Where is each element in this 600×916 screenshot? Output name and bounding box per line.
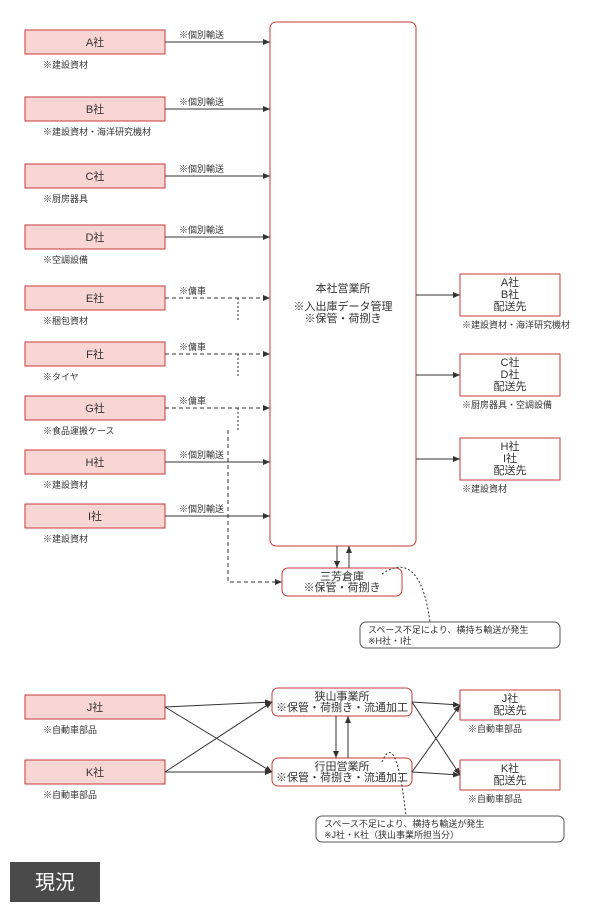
cross: [165, 702, 272, 707]
dest-line: C社: [501, 355, 520, 369]
supplier-label: H社: [86, 455, 105, 469]
supplier-label: A社: [86, 35, 104, 49]
lower-center-sub: ※保管・荷捌き・流通加工: [276, 770, 408, 784]
dest-line: D社: [501, 367, 520, 381]
note2-l2: ※J社・K社（狭山事業所担当分）: [324, 829, 459, 840]
lower-dest-line: 配送先: [494, 703, 527, 717]
cross: [412, 705, 460, 772]
supplier-sub: ※建設資材: [43, 533, 88, 544]
note2-l1: スペース不足により、横持ち輸送が発生: [324, 818, 484, 829]
lower-supplier-label: J社: [87, 700, 104, 714]
dest-line: B社: [501, 287, 519, 301]
main-office-title: 本社営業所: [316, 281, 371, 295]
supplier-label: E社: [86, 291, 104, 305]
dest-sub: ※建設資材・海洋研究機材: [462, 319, 570, 330]
warehouse-sub: ※保管・荷捌き: [304, 580, 381, 594]
status-label: 現況: [35, 871, 75, 894]
lower-supplier-sub: ※自動車部品: [43, 724, 97, 735]
edge-label: ※個別輸送: [179, 163, 224, 174]
dest-line: A社: [501, 275, 519, 289]
edge-label: ※傭車: [179, 341, 206, 352]
supplier-label: D社: [86, 230, 105, 244]
edge-label: ※個別輸送: [179, 96, 224, 107]
supplier-sub: ※建設資材: [43, 59, 88, 70]
supplier-sub: ※タイヤ: [43, 372, 79, 382]
note1-l1: スペース不足により、横持ち輸送が発生: [368, 624, 528, 635]
edge-label: ※傭車: [179, 395, 206, 406]
supplier-sub: ※建設資材: [43, 479, 88, 490]
lower-supplier-label: K社: [86, 765, 104, 779]
dest-sub: ※建設資材: [462, 483, 507, 494]
dest-line: I社: [503, 451, 517, 465]
dest-line: 配送先: [494, 379, 527, 393]
supplier-sub: ※空調設備: [43, 254, 88, 265]
edge-label: ※個別輸送: [179, 503, 224, 514]
lower-supplier-sub: ※自動車部品: [43, 789, 97, 800]
edge-label: ※個別輸送: [179, 29, 224, 40]
dest-line: H社: [501, 439, 520, 453]
supplier-sub: ※食品運搬ケース: [43, 425, 115, 436]
warehouse-title: 三芳倉庫: [320, 569, 364, 583]
cross: [165, 702, 272, 772]
cross: [165, 707, 272, 772]
lower-center-sub: ※保管・荷捌き・流通加工: [276, 700, 408, 714]
dest-line: 配送先: [494, 463, 527, 477]
dest-line: 配送先: [494, 299, 527, 313]
main-office-sub1: ※入出庫データ管理: [294, 299, 393, 313]
lower-dest-sub: ※自動車部品: [468, 723, 522, 734]
supplier-label: F社: [86, 347, 104, 361]
cross: [412, 702, 460, 705]
supplier-label: G社: [85, 401, 105, 415]
main-office-sub2: ※保管・荷捌き: [305, 311, 382, 325]
edge-label: ※個別輸送: [179, 449, 224, 460]
lower-dest-sub: ※自動車部品: [468, 793, 522, 804]
dest-sub: ※厨房器具・空調設備: [462, 399, 552, 410]
supplier-label: B社: [86, 102, 104, 116]
note1-l2: ※H社・I社: [368, 635, 412, 646]
lower-center-title: 行田営業所: [315, 759, 370, 773]
supplier-sub: ※梱包資材: [43, 315, 88, 326]
lower-dest-line: 配送先: [494, 773, 527, 787]
supplier-sub: ※建設資材・海洋研究機材: [43, 126, 151, 137]
lower-dest-line: K社: [501, 761, 519, 775]
supplier-label: I社: [88, 509, 102, 523]
edge-label: ※個別輸送: [179, 224, 224, 235]
supplier-label: C社: [86, 169, 105, 183]
supplier-sub: ※厨房器具: [43, 193, 88, 204]
lower-dest-line: J社: [502, 691, 519, 705]
cross: [412, 772, 460, 775]
edge-label: ※傭車: [179, 285, 206, 296]
